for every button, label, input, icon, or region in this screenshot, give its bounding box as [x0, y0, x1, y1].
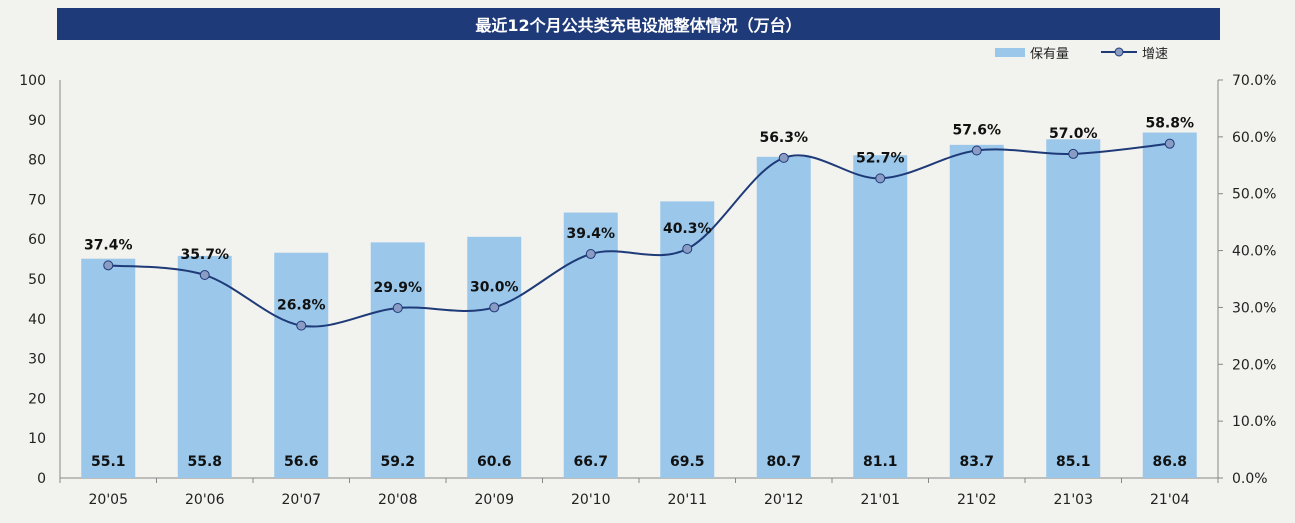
bar: [274, 252, 329, 478]
legend-bar-label: 保有量: [1030, 46, 1070, 62]
growth-value-label: 30.0%: [470, 279, 519, 295]
bar: [1142, 132, 1197, 478]
bar: [1046, 139, 1101, 478]
y-right-tick-label: 40.0%: [1232, 244, 1276, 260]
growth-value-label: 29.9%: [373, 280, 422, 296]
growth-line: [103, 138, 1175, 331]
y-right-tick-label: 20.0%: [1232, 357, 1276, 373]
x-tick-label: 20'09: [475, 492, 514, 508]
growth-value-label: 37.4%: [84, 237, 133, 253]
y-left-tick-label: 70: [28, 192, 46, 208]
bar-value-label: 83.7: [959, 454, 994, 470]
y-left-tick-label: 80: [28, 153, 46, 169]
x-tick-label: 21'03: [1054, 492, 1093, 508]
bar: [853, 155, 908, 479]
y-right-tick-label: 50.0%: [1232, 187, 1276, 203]
x-tick-label: 20'12: [764, 492, 803, 508]
growth-value-label: 35.7%: [180, 247, 229, 263]
y-left-tick-label: 40: [28, 312, 46, 328]
growth-value-label: 56.3%: [759, 130, 808, 146]
legend-item-line: 增速: [1101, 43, 1168, 62]
y-left-tick-label: 90: [28, 113, 46, 129]
x-tick-label: 20'05: [89, 492, 128, 508]
growth-value-label: 26.8%: [277, 298, 326, 314]
x-tick-label: 21'02: [957, 492, 996, 508]
legend-line-label: 增速: [1142, 46, 1169, 62]
growth-point: [682, 243, 693, 254]
chart-title: 最近12个月公共类充电设施整体情况（万台）: [57, 8, 1220, 40]
x-tick-label: 21'04: [1150, 492, 1190, 508]
bar-value-label: 55.8: [187, 454, 222, 470]
bar-value-label: 66.7: [573, 454, 608, 470]
bar-value-label: 80.7: [766, 454, 801, 470]
y-right-tick-label: 10.0%: [1232, 414, 1276, 430]
bar-value-label: 85.1: [1056, 454, 1091, 470]
y-left-tick-label: 30: [28, 352, 46, 368]
x-tick-label: 20'07: [282, 492, 321, 508]
growth-value-label: 58.8%: [1145, 116, 1194, 132]
legend-line-swatch: [1101, 47, 1138, 57]
bar-value-label: 60.6: [477, 454, 512, 470]
bar: [756, 156, 811, 478]
legend-bar-swatch: [995, 47, 1025, 57]
x-tick-label: 20'08: [378, 492, 417, 508]
bar-value-label: 55.1: [91, 454, 126, 470]
y-left-tick-label: 100: [19, 73, 46, 89]
growth-point: [296, 320, 307, 331]
axes: 0 10 20 30 40 50 60 70 80 90 100 0.0% 10.0% 20.0% 30.0…: [19, 73, 1276, 508]
growth-point: [778, 152, 789, 163]
bar-value-label: 59.2: [380, 454, 415, 470]
growth-value-label: 39.4%: [566, 226, 615, 242]
legend: 保有量 增速: [995, 42, 1200, 62]
growth-point: [489, 302, 500, 313]
y-left-tick-label: 60: [28, 232, 46, 248]
growth-point: [971, 145, 982, 156]
x-tick-label: 21'01: [861, 492, 900, 508]
y-right-tick-label: 0.0%: [1232, 471, 1268, 487]
growth-value-label: 57.0%: [1049, 126, 1098, 142]
x-tick-label: 20'11: [668, 492, 707, 508]
growth-point: [392, 302, 403, 313]
y-left-tick-label: 50: [28, 272, 46, 288]
growth-point: [585, 248, 596, 259]
x-tick-label: 20'10: [571, 492, 610, 508]
growth-value-label: 57.6%: [952, 123, 1001, 139]
bars: [81, 132, 1197, 479]
growth-point: [199, 270, 210, 281]
bar-value-label: 81.1: [863, 454, 898, 470]
y-right-tick-label: 60.0%: [1232, 130, 1276, 146]
bar: [660, 201, 715, 478]
growth-line-path: [108, 142, 1170, 328]
bar-value-label: 56.6: [284, 454, 319, 470]
growth-point: [1068, 148, 1079, 159]
legend-item-bar: 保有量: [995, 43, 1069, 62]
growth-point: [103, 260, 114, 271]
data-labels: 55.1 55.8 56.6 59.2 60.6 66.7 69.5 80.7 81.1 83.7…: [84, 116, 1194, 470]
growth-point: [875, 173, 886, 184]
bar-value-label: 69.5: [670, 454, 705, 470]
x-tick-label: 20'06: [185, 492, 225, 508]
bar: [177, 255, 232, 478]
y-right-tick-label: 70.0%: [1232, 73, 1276, 89]
bar: [81, 258, 136, 478]
bar: [370, 242, 425, 478]
y-left-tick-label: 10: [28, 431, 46, 447]
y-left-tick-label: 20: [28, 391, 46, 407]
growth-point: [1164, 138, 1175, 149]
bar: [467, 236, 522, 478]
bar: [949, 144, 1004, 478]
y-right-tick-label: 30.0%: [1232, 300, 1276, 316]
growth-value-label: 40.3%: [663, 221, 712, 237]
bar-value-label: 86.8: [1152, 454, 1187, 470]
growth-value-label: 52.7%: [856, 150, 905, 166]
y-left-tick-label: 0: [37, 471, 46, 487]
